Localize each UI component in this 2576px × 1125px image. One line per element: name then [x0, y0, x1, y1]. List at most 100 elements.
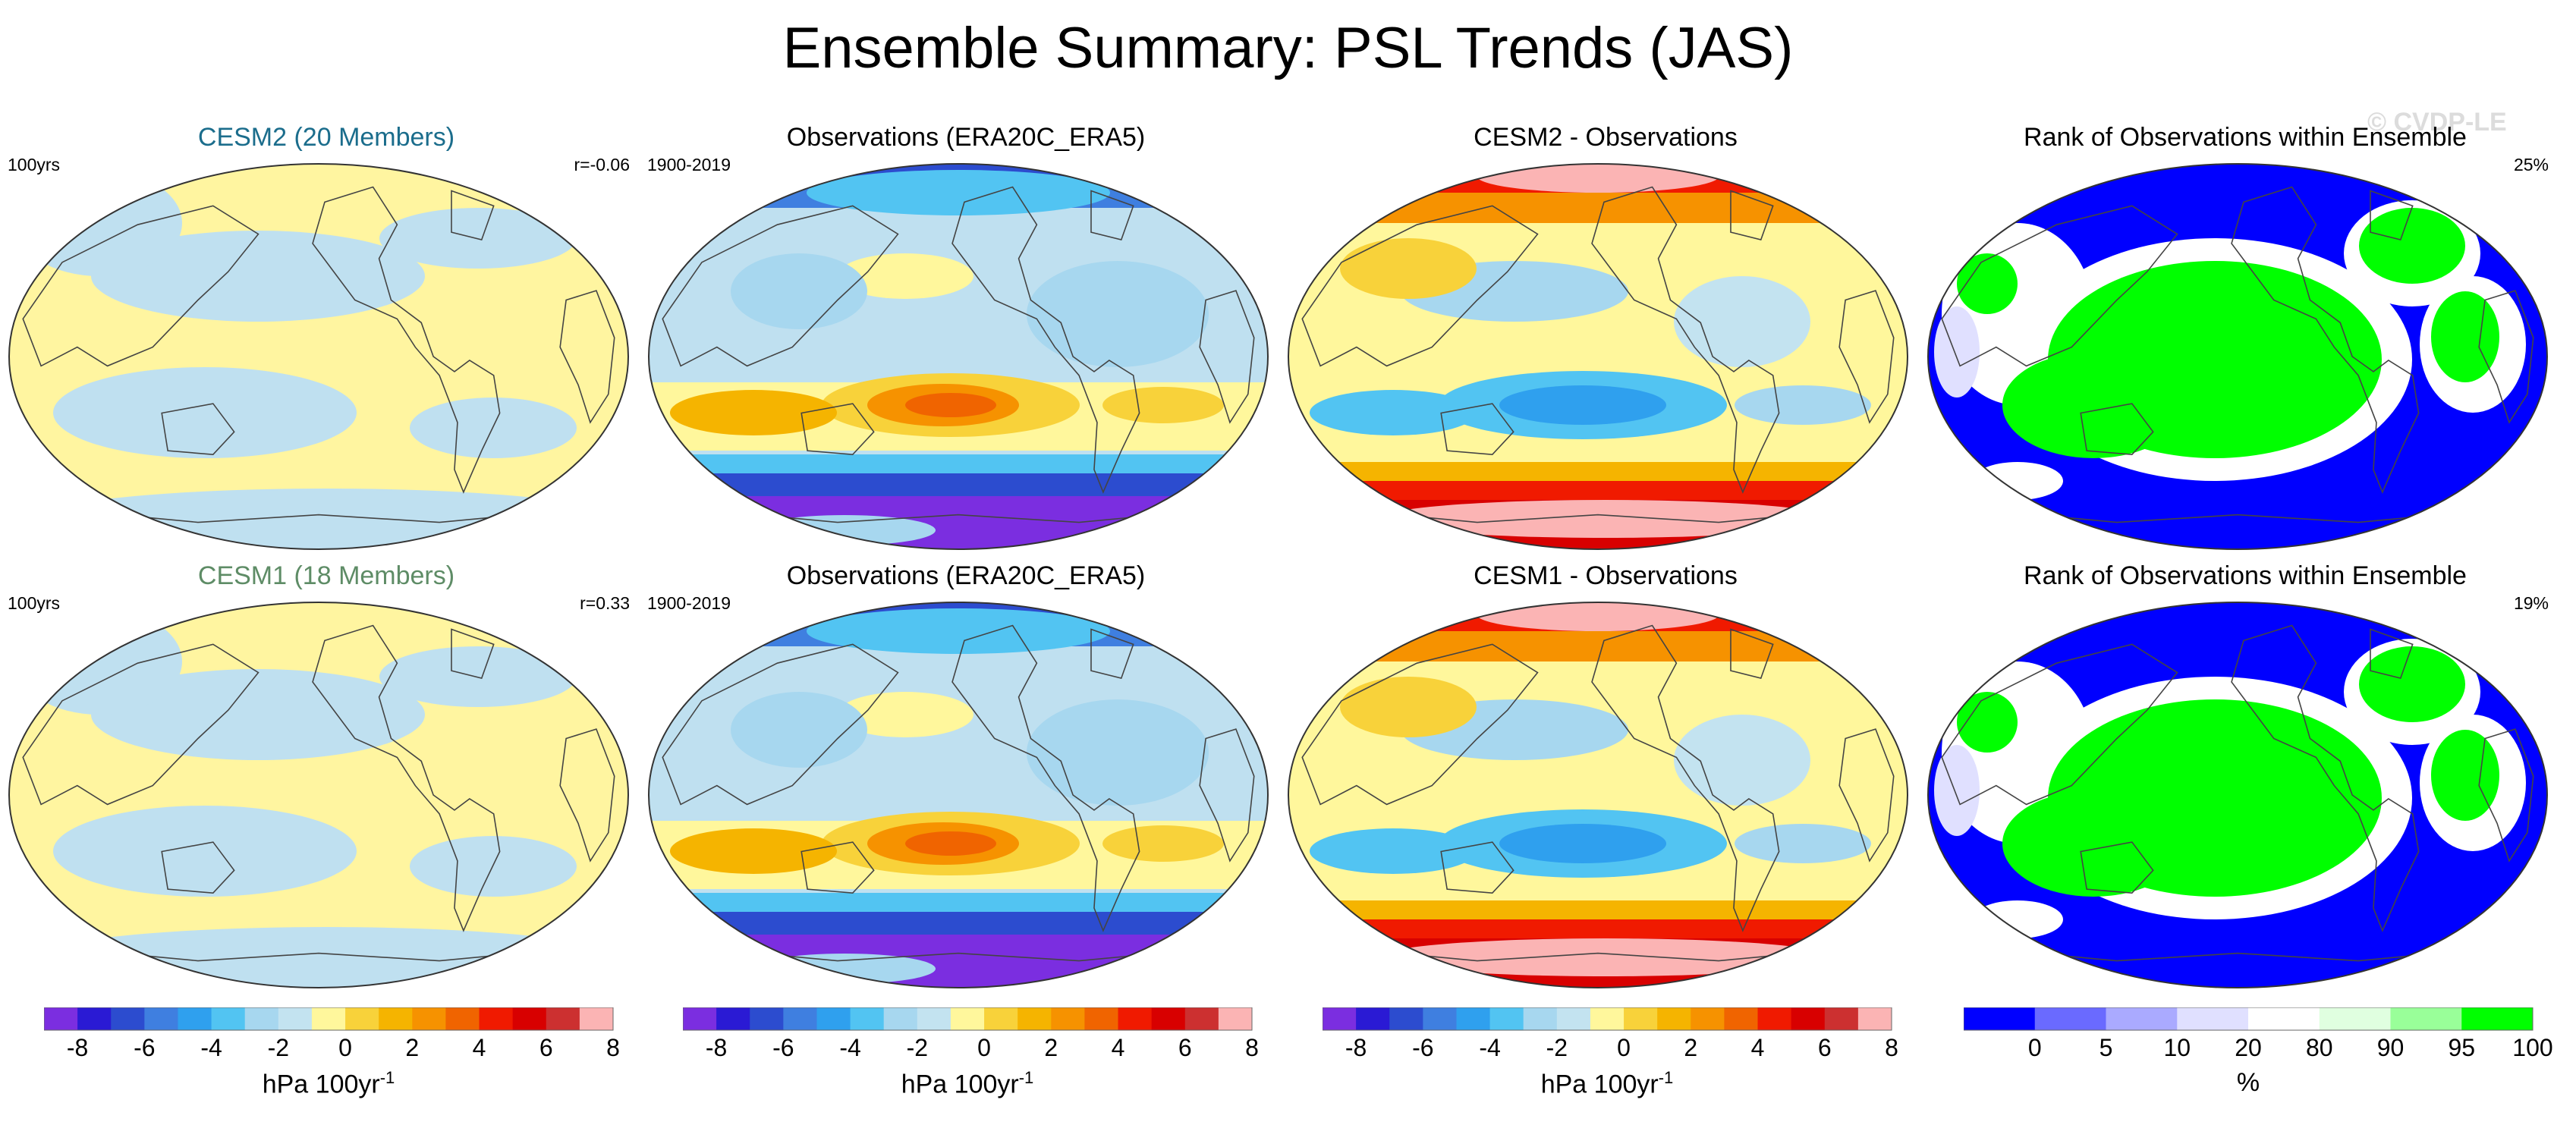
colorbar-label: % — [1964, 1068, 2533, 1098]
colorbar-tick-label: 0 — [338, 1034, 352, 1061]
colorbar-tick-label: 2 — [1684, 1034, 1697, 1061]
coastline-greenland — [2370, 628, 2414, 679]
colorbar-svg: -8 -6 -4 -2 0 2 4 6 8 — [683, 1007, 1259, 1061]
map-diff — [1288, 163, 1908, 550]
colorbar-swatch — [1724, 1007, 1759, 1030]
panel-r1c1: CESM2 (20 Members) 100yrs r=-0.06 — [8, 120, 645, 560]
coastline-australia — [1440, 841, 1514, 894]
colorbar-swatch — [950, 1007, 985, 1030]
colorbar-tick-label: -4 — [200, 1034, 222, 1061]
map-field — [649, 602, 1268, 988]
coastline-australia — [2080, 403, 2154, 455]
colorbar-tick-label: -6 — [1412, 1034, 1433, 1061]
colorbar-units-exponent: -1 — [1018, 1068, 1034, 1087]
colorbar-units-exponent: -1 — [379, 1068, 395, 1087]
coastline-americas — [1591, 624, 1780, 932]
colorbar-tick-label: 8 — [1245, 1034, 1259, 1061]
coastline-americas — [951, 624, 1140, 932]
colorbar-swatch — [512, 1007, 547, 1030]
coastline-antarctic — [77, 510, 561, 523]
colorbar-units: hPa 100yr — [262, 1070, 380, 1099]
colorbar-label: hPa 100yr-1 — [1323, 1068, 1892, 1099]
colorbar-tick-label: 0 — [1617, 1034, 1631, 1061]
colorbar-label: hPa 100yr-1 — [683, 1068, 1252, 1099]
coastline-asia — [662, 643, 899, 806]
colorbar-swatch — [1523, 1007, 1558, 1030]
coastline-asia — [1301, 643, 1539, 806]
colorbar-swatch — [211, 1007, 246, 1030]
colorbar-tick-label: 6 — [1818, 1034, 1832, 1061]
colorbar-swatch — [816, 1007, 851, 1030]
colorbar-swatch — [479, 1007, 514, 1030]
colorbar-tick-label: 4 — [1112, 1034, 1125, 1061]
colorbar-outline — [1964, 1007, 2534, 1031]
colorbar-tick-label: 20 — [2235, 1034, 2262, 1061]
colorbar-tick-label: -2 — [907, 1034, 928, 1061]
panel-left-label: 1900-2019 — [647, 593, 731, 613]
figure-title: Ensemble Summary: PSL Trends (JAS) — [782, 16, 1794, 80]
panel-r2c4: Rank of Observations within Ensemble 19% — [1926, 558, 2564, 998]
coastline-asia — [1301, 205, 1539, 367]
panel-title: CESM2 - Observations — [1474, 123, 1738, 152]
colorbar-tick-label: -8 — [1345, 1034, 1367, 1061]
colorbar-tick-label: 95 — [2448, 1034, 2475, 1061]
colorbar-tick-label: 8 — [1885, 1034, 1898, 1061]
colorbar-outline — [1323, 1007, 1892, 1031]
panel-right-label: 25% — [2513, 155, 2549, 174]
panel-r2c2: Observations (ERA20C_ERA5) 1900-2019 — [647, 558, 1285, 998]
coastline-americas — [312, 186, 501, 494]
colorbar-svg: -8 -6 -4 -2 0 2 4 6 8 — [44, 1007, 620, 1061]
coastline-antarctic — [1356, 948, 1840, 962]
colorbar-tick-label: 0 — [2028, 1034, 2042, 1061]
panel-r2c3: CESM1 - Observations — [1287, 558, 1924, 998]
map-field — [9, 164, 628, 549]
colorbar-tick-label: -2 — [268, 1034, 289, 1061]
colorbar-tick-label: 4 — [1751, 1034, 1765, 1061]
panel-title: Observations (ERA20C_ERA5) — [786, 123, 1146, 152]
colorbar-swatch — [2390, 1007, 2462, 1030]
colorbar-swatch — [1757, 1007, 1792, 1030]
coastline-americas — [2231, 186, 2420, 494]
panel-title: Observations (ERA20C_ERA5) — [786, 561, 1146, 590]
colorbar-swatch — [984, 1007, 1018, 1030]
panel-left-label: 100yrs — [8, 593, 61, 613]
coastline-africa — [2478, 728, 2534, 863]
coastline-antarctic — [716, 948, 1200, 962]
panel-r2c1: CESM1 (18 Members) 100yrs r=0.33 — [8, 558, 645, 998]
coastline-australia — [161, 841, 235, 894]
map-border — [1288, 163, 1908, 550]
coastline-greenland — [451, 190, 495, 240]
colorbar-swatch — [77, 1007, 112, 1030]
coastline-australia — [1440, 403, 1514, 455]
map-border — [1927, 163, 2548, 550]
map-rank — [1927, 163, 2548, 550]
colorbar-swatch — [1051, 1007, 1085, 1030]
coastline-australia — [2080, 841, 2154, 894]
coastline-asia — [22, 205, 259, 367]
map-field — [1928, 602, 2547, 988]
panel-left-label: 100yrs — [8, 155, 61, 174]
colorbar-swatch — [2461, 1007, 2534, 1030]
map-rank — [1927, 602, 2548, 988]
coastline-asia — [22, 643, 259, 806]
coastline-africa — [1838, 728, 1895, 863]
colorbar-swatch — [1964, 1007, 2036, 1030]
colorbar-1: -8 -6 -4 -2 0 2 4 6 8 hPa 100yr-1 — [44, 1007, 643, 1114]
map-model — [8, 163, 629, 550]
colorbar-swatch — [2177, 1007, 2249, 1030]
coastline-greenland — [1730, 628, 1774, 679]
colorbar-swatch — [278, 1007, 313, 1030]
coastline-greenland — [1730, 190, 1774, 240]
map-field — [9, 602, 628, 988]
panel-title: CESM1 (18 Members) — [197, 561, 455, 590]
panel-r1c3: CESM2 - Observations — [1287, 120, 1924, 560]
colorbar-tick-label: -6 — [134, 1034, 155, 1061]
colorbar-swatch — [1657, 1007, 1691, 1030]
colorbar-swatch — [2319, 1007, 2391, 1030]
coastline-americas — [1591, 186, 1780, 494]
colorbar-tick-label: -2 — [1546, 1034, 1568, 1061]
colorbar-tick-label: 100 — [2512, 1034, 2552, 1061]
coastline-asia — [1941, 643, 2178, 806]
colorbar-swatch — [1824, 1007, 1859, 1030]
colorbar-swatch — [1184, 1007, 1219, 1030]
